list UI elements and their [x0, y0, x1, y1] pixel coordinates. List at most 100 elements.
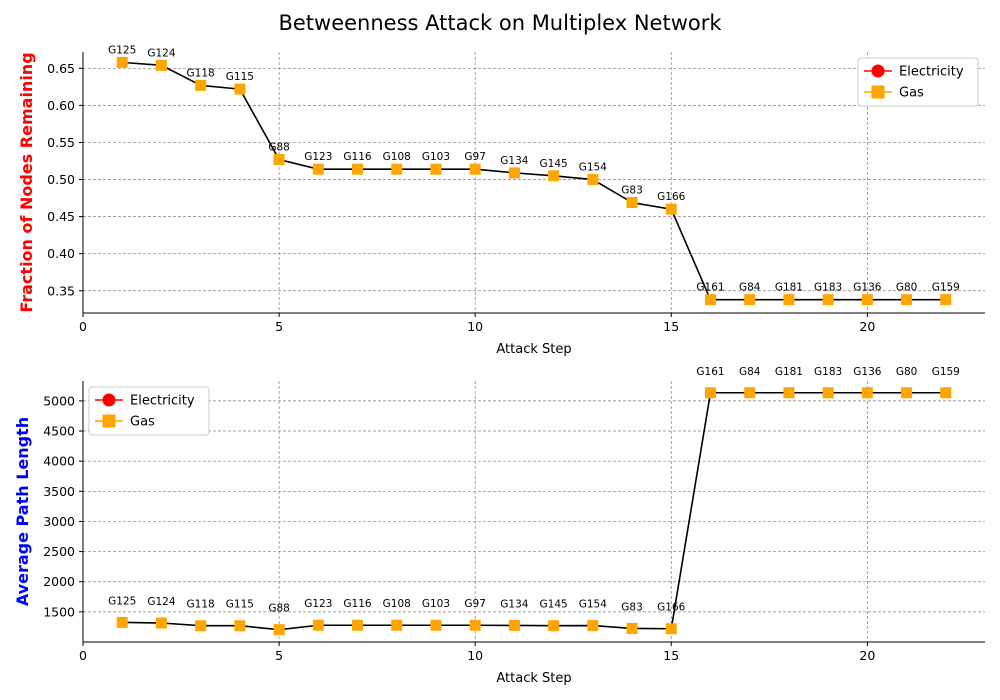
- data-point-marker: [508, 619, 520, 631]
- point-label: G166: [657, 602, 685, 614]
- point-label: G83: [621, 601, 643, 613]
- data-point-marker: [665, 623, 677, 635]
- data-point-marker: [704, 294, 716, 306]
- legend-box: [88, 386, 210, 436]
- data-point-marker: [195, 620, 207, 632]
- point-label: G134: [500, 598, 528, 610]
- legend-box: [857, 57, 979, 107]
- data-point-marker: [626, 197, 638, 209]
- data-point-marker: [273, 624, 285, 636]
- point-label: G183: [814, 366, 842, 378]
- legend-label: Gas: [130, 415, 155, 430]
- x-tick-label: 15: [663, 648, 679, 663]
- data-point-marker: [861, 294, 873, 306]
- y-tick-label: 3000: [43, 514, 75, 529]
- x-tick-label: 0: [79, 648, 87, 663]
- series-line: [122, 61, 946, 301]
- y-tick-label: 0.60: [47, 98, 75, 113]
- y-tick-label: 4000: [43, 454, 75, 469]
- point-label: G161: [696, 366, 724, 378]
- legend-circle-marker: [871, 64, 885, 78]
- y-tick-label: 0.35: [47, 283, 75, 298]
- point-label: G125: [108, 44, 136, 56]
- point-label: G97: [464, 598, 486, 610]
- y-tick-label: 2000: [43, 574, 75, 589]
- x-tick-label: 10: [467, 648, 483, 663]
- data-point-marker: [587, 620, 599, 632]
- x-tick-label: 5: [275, 319, 283, 334]
- point-label: G154: [579, 162, 607, 174]
- figure-title: Betweenness Attack on Multiplex Network: [278, 11, 722, 35]
- point-label: G108: [383, 151, 411, 163]
- x-tick-label: 0: [79, 319, 87, 334]
- data-point-marker: [744, 294, 756, 306]
- data-point-marker: [234, 620, 246, 632]
- y-axis-label: Fraction of Nodes Remaining: [17, 52, 36, 312]
- data-point-marker: [665, 203, 677, 215]
- subplot-1: 0 5 10 15 20 0.35 0.40 0.45 0.50 0.55 0.60 0.65 Atta…: [17, 44, 985, 357]
- data-point-marker: [195, 79, 207, 91]
- point-label: G134: [500, 155, 528, 167]
- point-label: G103: [422, 151, 450, 163]
- point-label: G83: [621, 185, 643, 197]
- legend-square-marker: [871, 85, 885, 99]
- point-label: G88: [268, 603, 290, 615]
- point-label: G124: [147, 596, 175, 608]
- point-label: G115: [226, 599, 254, 611]
- data-point-marker: [116, 616, 128, 628]
- point-label: G166: [657, 191, 685, 203]
- legend: Electricity Gas: [88, 386, 210, 436]
- y-tick-label: 0.40: [47, 246, 75, 261]
- data-point-marker: [901, 387, 913, 399]
- point-label: G136: [853, 282, 881, 294]
- data-point-marker: [901, 294, 913, 306]
- point-label: G145: [540, 599, 568, 611]
- legend-square-marker: [102, 414, 116, 428]
- point-label: G159: [932, 282, 960, 294]
- data-point-marker: [626, 622, 638, 634]
- y-tick-label: 4500: [43, 424, 75, 439]
- point-label: G181: [775, 366, 803, 378]
- data-point-marker: [822, 387, 834, 399]
- x-axis-label: Attack Step: [496, 671, 571, 686]
- y-tick-label: 1500: [43, 604, 75, 619]
- subplot-2: 0 5 10 15 20 1500 2000 2500 3000 3500 4000 4500 5000…: [13, 366, 985, 686]
- point-label: G183: [814, 282, 842, 294]
- data-point-marker: [508, 167, 520, 179]
- point-label: G118: [187, 599, 215, 611]
- legend-circle-marker: [102, 393, 116, 407]
- data-point-marker: [704, 387, 716, 399]
- data-point-marker: [312, 163, 324, 175]
- data-point-marker: [587, 174, 599, 186]
- legend-label: Electricity: [130, 394, 195, 409]
- x-tick-label: 15: [663, 319, 679, 334]
- x-tick-label: 20: [859, 648, 875, 663]
- point-label: G116: [343, 151, 371, 163]
- data-point-marker: [155, 59, 167, 71]
- point-label: G108: [383, 598, 411, 610]
- point-label: G80: [896, 282, 918, 294]
- point-label: G88: [268, 142, 290, 154]
- y-tick-label: 3500: [43, 484, 75, 499]
- data-point-marker: [352, 619, 364, 631]
- x-axis-label: Attack Step: [496, 342, 571, 357]
- legend: Electricity Gas: [857, 57, 979, 107]
- point-label: G115: [226, 71, 254, 83]
- legend-label: Electricity: [899, 65, 964, 80]
- data-point-marker: [234, 83, 246, 95]
- y-tick-label: 0.55: [47, 135, 75, 150]
- point-label: G125: [108, 595, 136, 607]
- point-label: G159: [932, 366, 960, 378]
- point-label: G136: [853, 366, 881, 378]
- point-label: G103: [422, 598, 450, 610]
- point-label: G161: [696, 282, 724, 294]
- data-point-marker: [822, 294, 834, 306]
- point-label: G116: [343, 598, 371, 610]
- data-point-marker: [548, 170, 560, 182]
- x-tick-label: 5: [275, 648, 283, 663]
- data-point-marker: [155, 617, 167, 629]
- point-label: G97: [464, 151, 486, 163]
- x-tick-label: 20: [859, 319, 875, 334]
- data-point-marker: [744, 387, 756, 399]
